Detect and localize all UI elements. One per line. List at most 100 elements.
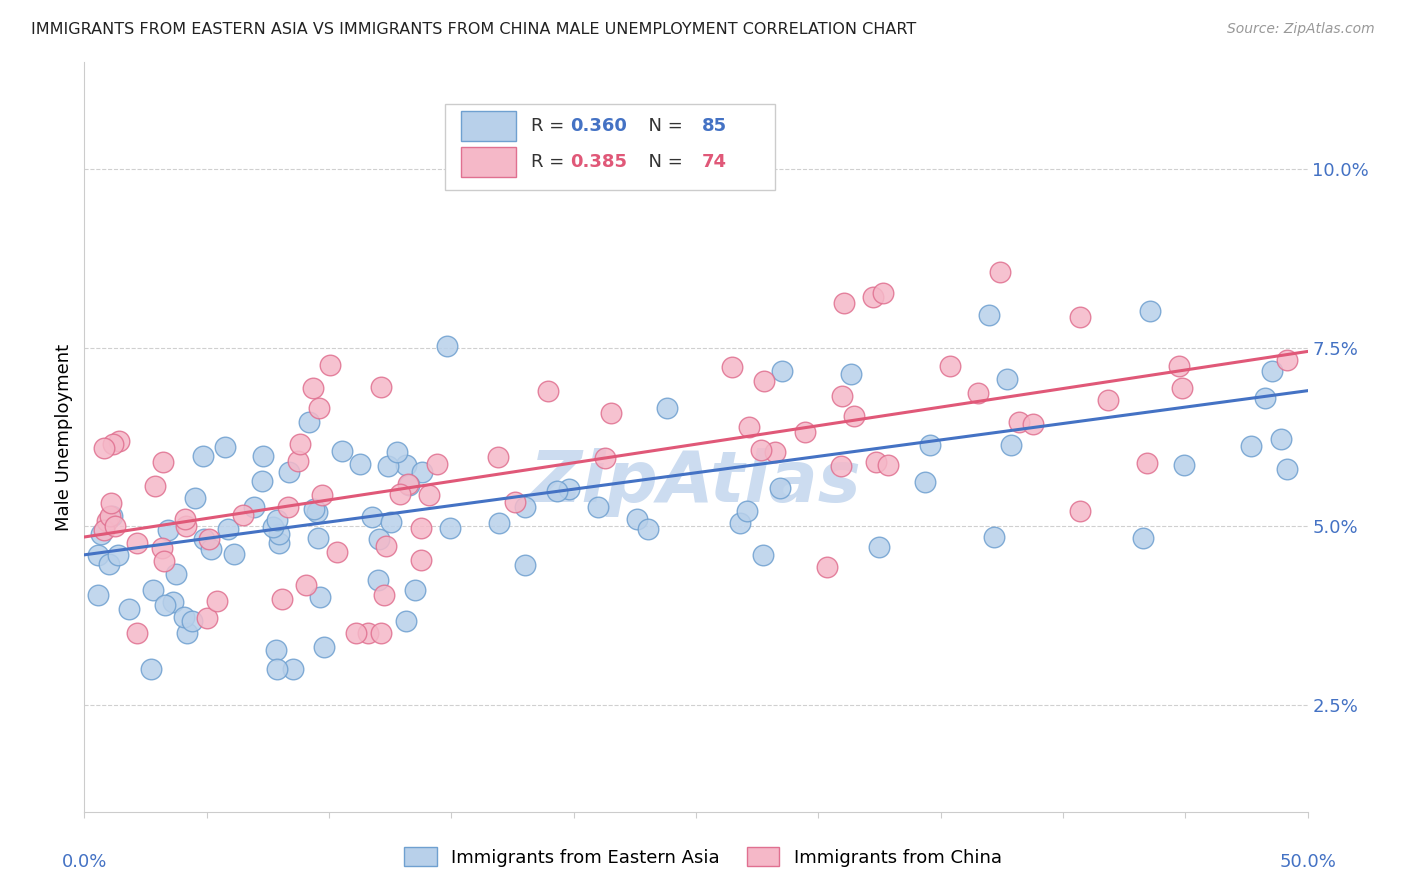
Point xyxy=(101,437,124,451)
Point xyxy=(1139,304,1161,318)
Point xyxy=(1000,438,1022,452)
Point xyxy=(513,500,536,514)
Point xyxy=(411,552,433,566)
Point xyxy=(180,614,202,628)
Point xyxy=(600,406,623,420)
Point xyxy=(277,465,299,479)
Point xyxy=(418,488,440,502)
Point xyxy=(738,420,761,434)
Point xyxy=(100,509,122,524)
Point xyxy=(290,436,312,450)
Point xyxy=(349,457,371,471)
Point xyxy=(269,536,291,550)
Point xyxy=(176,626,198,640)
Point xyxy=(173,609,195,624)
Point xyxy=(872,285,894,300)
Point xyxy=(302,381,325,395)
Point xyxy=(831,389,853,403)
Point xyxy=(877,458,900,472)
Point xyxy=(513,558,536,573)
Text: 50.0%: 50.0% xyxy=(1279,853,1336,871)
Point xyxy=(311,487,333,501)
Point xyxy=(1261,364,1284,378)
Point xyxy=(287,454,309,468)
Point xyxy=(374,539,396,553)
Point xyxy=(266,662,288,676)
Point xyxy=(370,380,392,394)
Point xyxy=(232,508,254,522)
Point xyxy=(150,541,173,555)
Point xyxy=(243,500,266,515)
Point xyxy=(409,520,432,534)
Point xyxy=(557,482,579,496)
Point xyxy=(330,443,353,458)
Point xyxy=(626,512,648,526)
Point xyxy=(588,500,610,515)
Point xyxy=(319,358,342,372)
Point xyxy=(308,401,330,416)
Point xyxy=(96,514,118,528)
Point xyxy=(214,440,236,454)
Point xyxy=(1008,415,1031,429)
Text: N =: N = xyxy=(637,117,689,135)
Point xyxy=(87,548,110,562)
Point xyxy=(1173,458,1195,472)
Point xyxy=(939,359,962,373)
Point xyxy=(752,548,775,562)
Point xyxy=(865,455,887,469)
Point xyxy=(281,662,304,676)
Point xyxy=(107,548,129,562)
Point xyxy=(156,523,179,537)
Point xyxy=(195,611,218,625)
Point xyxy=(184,491,207,506)
Point xyxy=(1168,359,1191,373)
Point xyxy=(93,441,115,455)
Point xyxy=(326,545,349,559)
Point xyxy=(1171,381,1194,395)
Point xyxy=(770,364,793,378)
Point xyxy=(193,532,215,546)
Point xyxy=(655,401,678,415)
Point xyxy=(1097,392,1119,407)
Text: 0.385: 0.385 xyxy=(569,153,627,171)
Text: 85: 85 xyxy=(702,117,727,135)
Point xyxy=(920,438,942,452)
Point xyxy=(868,540,890,554)
Point xyxy=(1240,439,1263,453)
Point xyxy=(436,339,458,353)
Text: Source: ZipAtlas.com: Source: ZipAtlas.com xyxy=(1227,22,1375,37)
Point xyxy=(191,449,214,463)
Point xyxy=(395,615,418,629)
Point xyxy=(153,554,176,568)
Bar xyxy=(461,112,516,141)
Point xyxy=(198,532,221,546)
Legend: Immigrants from Eastern Asia, Immigrants from China: Immigrants from Eastern Asia, Immigrants… xyxy=(395,838,1011,876)
Point xyxy=(262,520,284,534)
Point xyxy=(537,384,560,398)
Point xyxy=(385,445,408,459)
Point xyxy=(370,626,392,640)
Point xyxy=(503,495,526,509)
Point xyxy=(439,520,461,534)
Point xyxy=(426,457,449,471)
Point xyxy=(373,589,395,603)
Point xyxy=(839,367,862,381)
Point xyxy=(152,455,174,469)
Point xyxy=(101,508,124,523)
Point xyxy=(98,557,121,571)
Point xyxy=(200,542,222,557)
Point xyxy=(145,479,167,493)
Point xyxy=(103,519,125,533)
Point xyxy=(546,483,568,498)
Point xyxy=(162,595,184,609)
Point xyxy=(769,481,792,495)
Point xyxy=(264,642,287,657)
Point xyxy=(793,425,815,440)
Point xyxy=(100,496,122,510)
Point xyxy=(367,573,389,587)
Text: N =: N = xyxy=(637,153,689,171)
Point xyxy=(344,626,367,640)
Y-axis label: Male Unemployment: Male Unemployment xyxy=(55,343,73,531)
Point xyxy=(388,487,411,501)
Point xyxy=(411,466,433,480)
